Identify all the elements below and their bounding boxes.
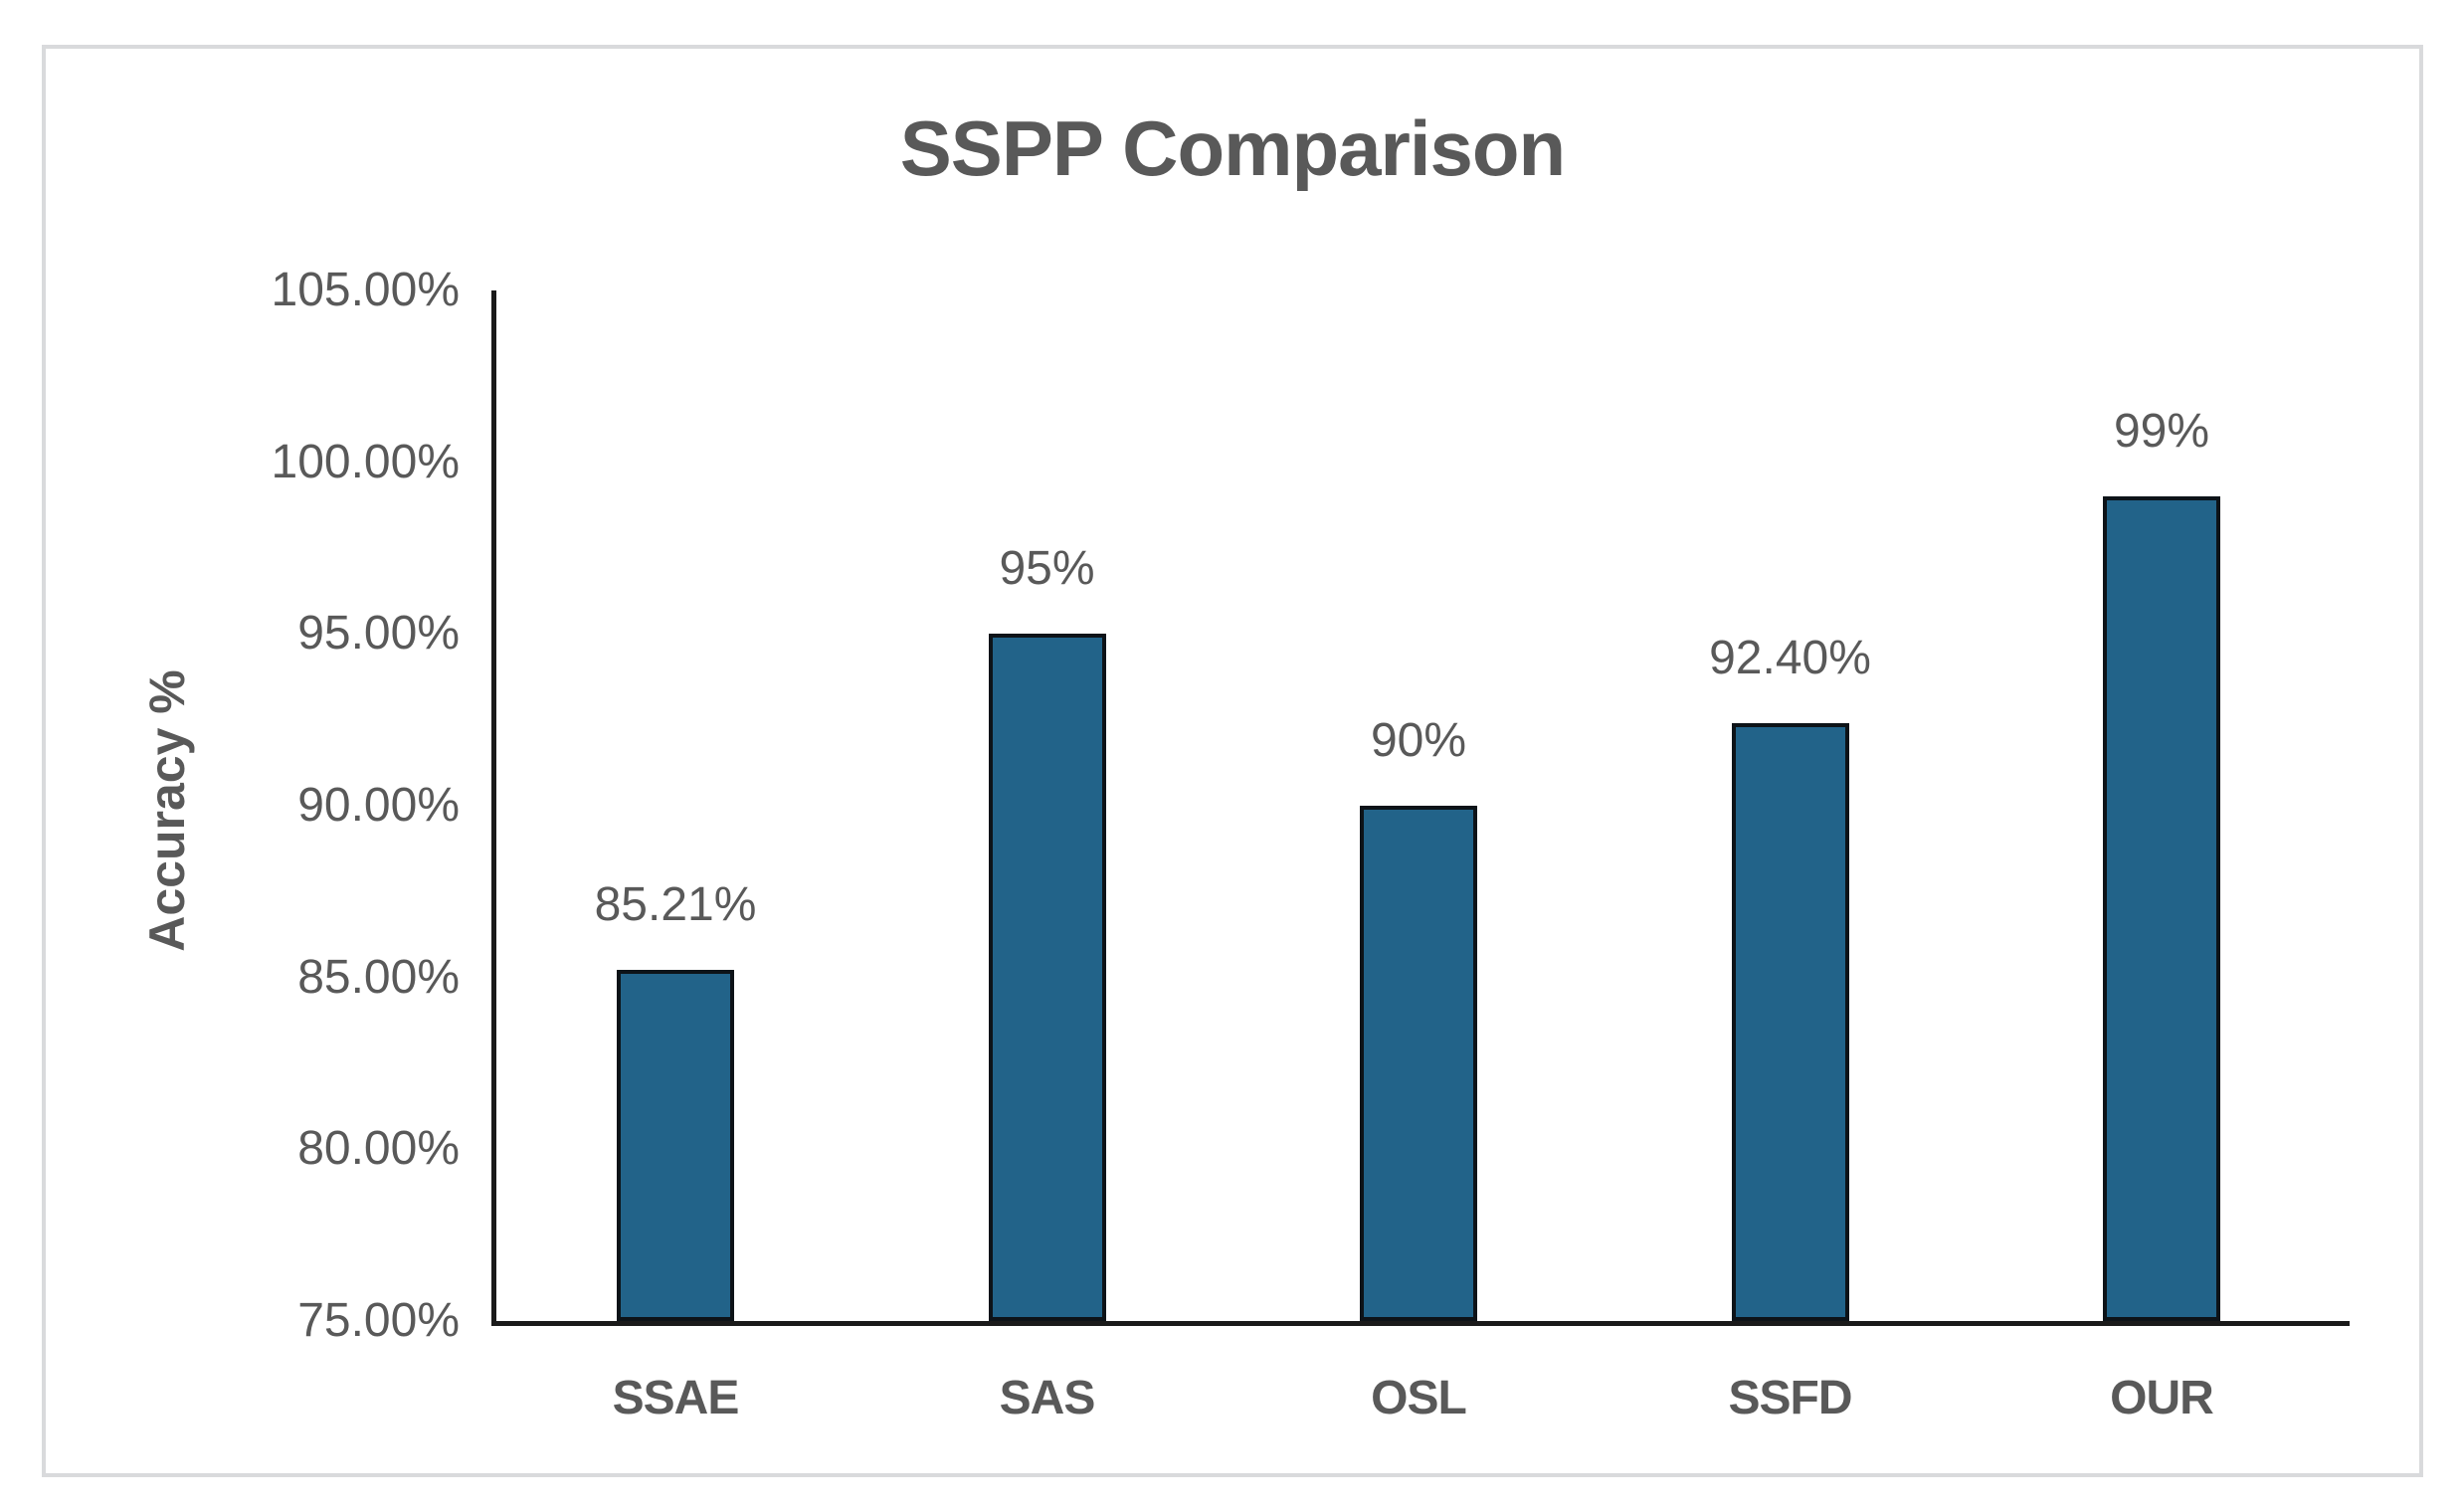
x-axis-line (491, 1321, 2350, 1326)
category-label-osl: OSL (1371, 1372, 1467, 1424)
y-tick-label: 100.00% (271, 435, 461, 488)
y-tick-label: 75.00% (297, 1294, 460, 1347)
y-axis-line (491, 290, 496, 1326)
category-label-ssfd: SSFD (1728, 1372, 1852, 1424)
bar-sas (988, 634, 1106, 1321)
value-label-our: 99% (2113, 405, 2210, 459)
chart-title: SSPP Comparison (899, 104, 1566, 192)
bar-our (2103, 496, 2220, 1321)
category-label-ssae: SSAE (612, 1372, 740, 1424)
value-label-sas: 95% (999, 542, 1095, 596)
y-tick-label: 90.00% (297, 779, 460, 832)
bar-ssae (617, 970, 734, 1321)
y-tick-label: 80.00% (297, 1122, 460, 1176)
category-label-our: OUR (2110, 1372, 2214, 1424)
category-label-sas: SAS (999, 1372, 1096, 1424)
y-tick-label: 105.00% (271, 264, 461, 316)
value-label-ssfd: 92.40% (1709, 632, 1871, 685)
value-label-osl: 90% (1370, 714, 1467, 767)
chart-frame (42, 45, 2423, 1477)
value-label-ssae: 85.21% (594, 878, 757, 932)
y-tick-label: 95.00% (297, 607, 460, 661)
bar-ssfd (1731, 723, 1849, 1321)
y-tick-label: 85.00% (297, 950, 460, 1004)
bar-osl (1360, 806, 1477, 1321)
